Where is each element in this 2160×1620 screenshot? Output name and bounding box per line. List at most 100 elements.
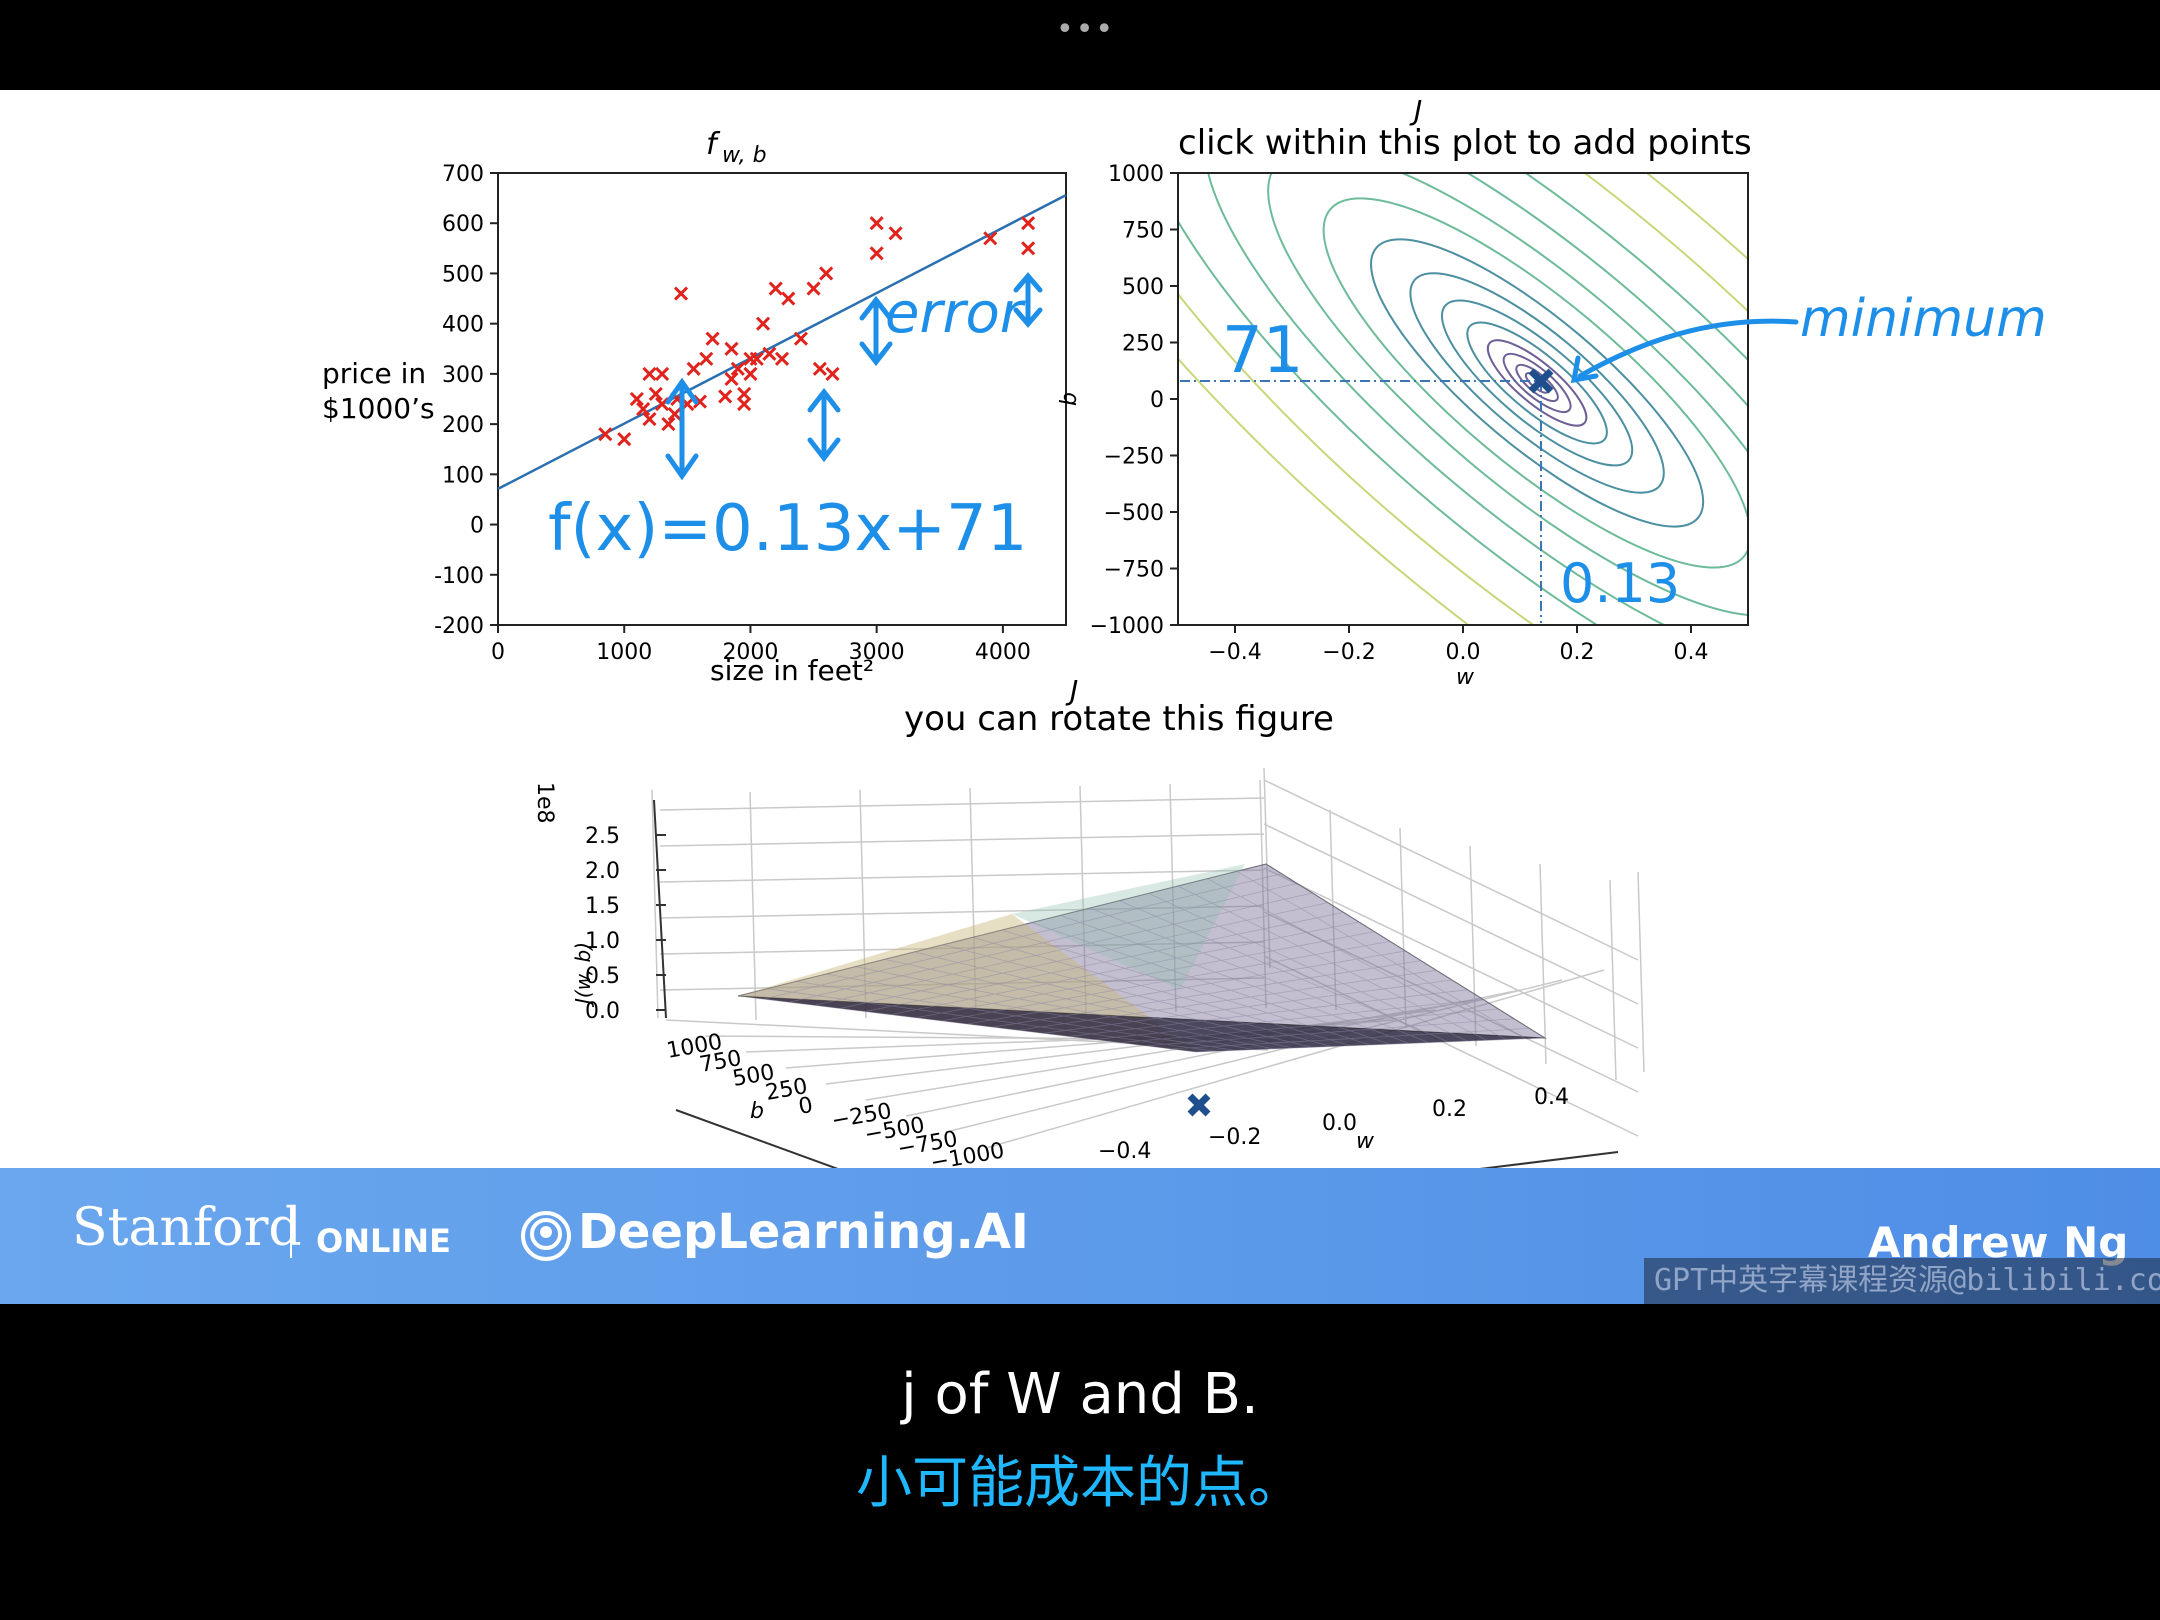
data-point-marker (617, 432, 632, 447)
x-tick-label: 1000 (596, 640, 652, 665)
plot2-xlabel: w (1456, 665, 1475, 690)
watermark: GPT中英字幕课程资源@bilibili.com (1644, 1258, 2160, 1304)
data-point-marker (749, 351, 764, 366)
side-grid-line (1263, 779, 1639, 961)
plot2-x-ticks: −0.4 −0.2 0.0 0.2 0.4 (1208, 625, 1709, 665)
data-point-marker (648, 386, 663, 402)
surface-minimum-marker (1187, 1093, 1211, 1117)
subtitle-chinese: 小可能成本的点。 (856, 1451, 1304, 1516)
surface-bottom-face[interactable] (738, 996, 1545, 1052)
floor-grid-line (905, 989, 1521, 1117)
floor-grid-line (865, 999, 1479, 1101)
contour-line (1486, 339, 1588, 427)
contour-line (1440, 299, 1634, 467)
plot2-title[interactable]: click within this plot to add points (1178, 123, 1752, 163)
w-axis-line (1479, 1151, 1619, 1168)
cost-surface-plot[interactable]: J you can rotate this figure 2.52.01.51.… (532, 674, 1645, 1168)
side-grid-line (1263, 911, 1639, 1093)
plot2-ylabel: b (1057, 392, 1082, 406)
x-tick-label: 4000 (975, 640, 1031, 665)
data-point-marker (692, 394, 708, 409)
z-label: J(w, b) (571, 942, 595, 1008)
logo-divider (290, 1206, 292, 1258)
back-grid-line (659, 905, 1265, 919)
cost-contour-plot: J click within this plot to add points 1… (836, 90, 2160, 1023)
course-footer: Stanford ONLINE DeepLearning.AI Andrew N… (0, 1168, 2160, 1304)
contour-lines[interactable] (836, 90, 2160, 1023)
z-tick-label: 2.0 (585, 859, 620, 884)
side-grid-line (1399, 827, 1407, 1029)
data-point-marker (655, 396, 670, 412)
surface-mid-face[interactable] (1012, 864, 1245, 990)
data-point-marker (598, 427, 613, 442)
floor-grid-line (825, 1009, 1437, 1085)
data-point-marker (655, 366, 670, 381)
mesh-line (1119, 1008, 1499, 1044)
w-tick-label: −0.4 (1098, 1139, 1151, 1164)
data-point-marker (743, 366, 758, 381)
w-tick-label: −0.2 (1208, 1125, 1261, 1150)
w-ticks: −0.4 −0.2 0.0 0.2 0.4 (1098, 1085, 1569, 1164)
back-grid-line (659, 833, 1265, 847)
surface-mesh (737, 863, 1546, 1053)
y-tick-label: 750 (1122, 219, 1164, 244)
mesh-line (1195, 1037, 1546, 1053)
back-grid-line (969, 787, 977, 1017)
data-point-marker (636, 401, 651, 417)
minimum-marker (1528, 368, 1554, 394)
data-point-marker (661, 417, 676, 432)
data-point-marker (756, 316, 771, 331)
back-grid-line (659, 869, 1265, 883)
b-label: b (750, 1099, 764, 1124)
deeplearning-logo: DeepLearning.AI (578, 1204, 1029, 1260)
z-ticks: 2.5 2.0 1.5 1.0 0.5 0.0 (585, 824, 666, 1024)
y-tick-label: 250 (1122, 332, 1164, 357)
y-tick-label: 600 (442, 212, 484, 237)
y-tick-label: −500 (1104, 501, 1164, 526)
data-point-marker (724, 341, 739, 356)
contour-line (1466, 321, 1608, 445)
back-grid-line (659, 941, 1265, 955)
y-tick-label: 400 (442, 313, 484, 338)
deeplearning-icon (521, 1211, 571, 1261)
minimum-arrow (1577, 318, 1799, 379)
x-tick-label: 0.0 (1446, 640, 1481, 665)
regression-line (497, 193, 1067, 491)
side-grid-line (1609, 879, 1617, 1081)
z-tick-label: 1.0 (585, 929, 620, 954)
data-point-marker (762, 346, 777, 361)
w-tick-label: 0.2 (1432, 1097, 1467, 1122)
z-tick-label: 1.5 (585, 894, 620, 919)
y-tick-label: 300 (442, 363, 484, 388)
x-tick-label: 0.4 (1674, 640, 1709, 665)
y-tick-label: -200 (434, 614, 484, 639)
plot1-axes (497, 172, 1067, 626)
data-point-marker (667, 407, 682, 422)
y-tick-label: −750 (1104, 558, 1164, 583)
data-point-marker (768, 281, 783, 296)
y-tick-label: −1000 (1090, 614, 1164, 639)
data-point-marker (737, 396, 752, 412)
b-value-annotation: 71 (1222, 314, 1303, 388)
side-grid-line (1263, 823, 1639, 1005)
plot1-xlabel: size in feet² (710, 654, 874, 687)
z-tick-label: 0.0 (585, 999, 620, 1024)
plot1-ylabel-1: price in (322, 357, 426, 390)
mesh-line (1207, 878, 1507, 1040)
y-tick-label: 100 (442, 463, 484, 488)
back-grid-line (859, 789, 867, 1019)
data-point-marker (825, 366, 840, 381)
b-axis-line (675, 1109, 839, 1168)
data-point-marker (730, 361, 745, 376)
more-horizontal-icon[interactable]: ••• (1056, 12, 1116, 47)
data-point-marker (724, 371, 739, 386)
error-arrows (665, 272, 1043, 481)
side-grid-line (1539, 863, 1547, 1065)
mesh-line (1265, 863, 1546, 1039)
y-tick-label: 200 (442, 413, 484, 438)
w-tick-label: 0.4 (1534, 1085, 1569, 1110)
back-grid-line (1259, 779, 1267, 1009)
